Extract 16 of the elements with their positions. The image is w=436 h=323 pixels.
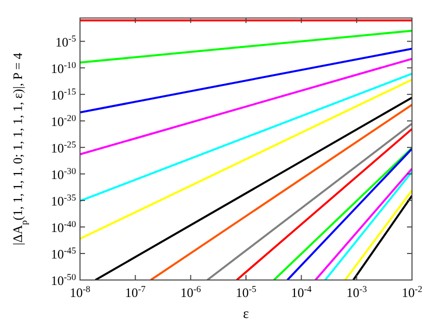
y-tick-label: 10$^{-5}$ (55, 33, 76, 50)
x-axis-title: ε (243, 307, 250, 322)
x-tick-label: 10$^{-5}$ (236, 284, 257, 300)
x-tick-label: 10$^{-4}$ (291, 284, 312, 300)
x-tick-label: 10$^{-7}$ (125, 284, 146, 300)
y-tick-label: 10$^{-40}$ (50, 218, 76, 235)
x-tick-label: 10$^{-2}$ (402, 284, 423, 300)
y-tick-label: 10$^{-45}$ (50, 245, 76, 262)
y-tick-label: 10$^{-35}$ (50, 192, 76, 208)
x-tick-label: 10$^{-3}$ (346, 284, 368, 300)
y-tick-label: 10$^{-25}$ (50, 139, 76, 156)
x-tick-label: 10$^{-6}$ (180, 284, 202, 300)
y-tick-label: 10$^{-30}$ (50, 166, 76, 182)
y-tick-label: 10$^{-10}$ (50, 60, 76, 76)
y-tick-label: 10$^{-15}$ (50, 86, 76, 102)
y-tick-label: 10$^{-20}$ (50, 112, 76, 129)
